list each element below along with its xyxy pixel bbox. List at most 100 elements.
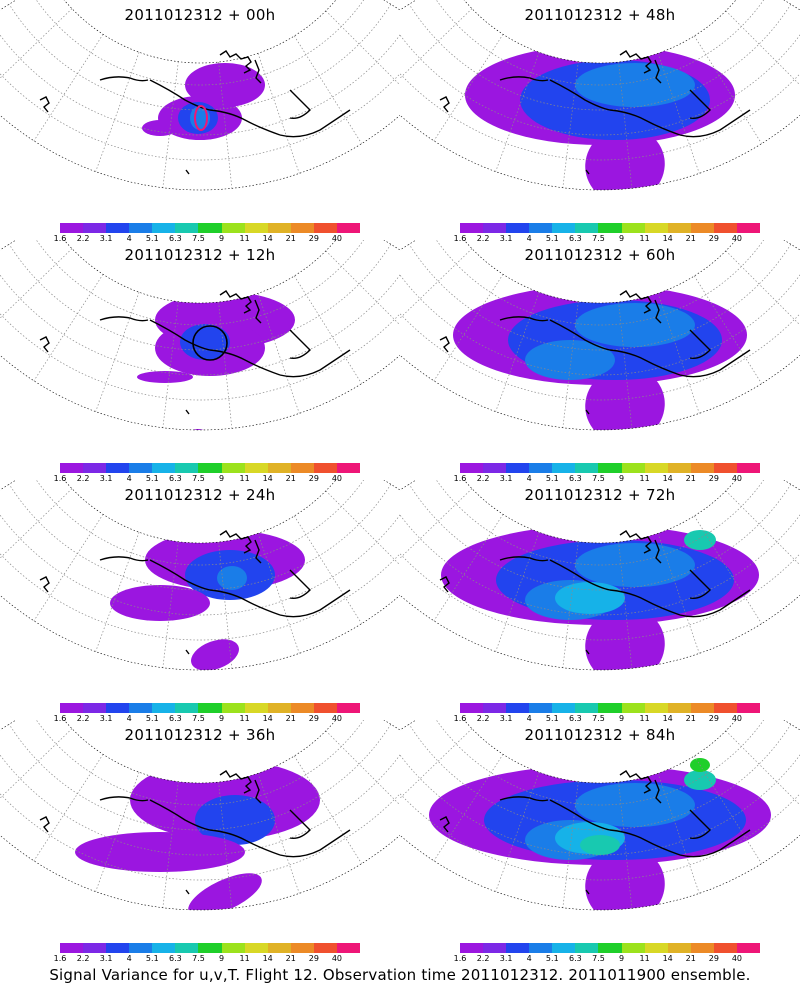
coastline-path: [149, 79, 281, 136]
coastline-path: [585, 409, 590, 415]
colorbar-swatch: [667, 943, 691, 953]
longitude-line: [694, 35, 762, 144]
colorbar-swatch: [152, 943, 176, 953]
coastline-path: [99, 76, 149, 82]
variance-region: [684, 530, 716, 550]
latitude-line: [408, 484, 792, 591]
colorbar-tick-label: 7.5: [592, 954, 605, 963]
coastline-path: [219, 50, 252, 74]
coastline-path: [254, 539, 262, 564]
colorbar-tick-label: 5.1: [145, 234, 159, 243]
colorbar-tick-label: 3.1: [99, 714, 113, 723]
colorbar-tick-label: 11: [239, 234, 250, 243]
variance-field: [142, 63, 265, 140]
forecast-panel: 2011012312 + 84h 1.6 2.2 3.1 4 5.1 6.3 7.5 9 11 14…: [400, 720, 800, 963]
coastline-path: [149, 799, 281, 856]
map-plot: [0, 0, 400, 191]
variance-region: [585, 366, 665, 431]
longitude-line: [0, 248, 73, 319]
longitude-line: [694, 755, 762, 864]
latitude-line: [0, 514, 400, 616]
longitude-line: [562, 541, 579, 668]
colorbar-tick-label: 40: [331, 474, 343, 483]
colorbar-swatch: [175, 943, 199, 953]
coastline-path: [289, 569, 311, 600]
latitude-line: [0, 313, 400, 401]
longitude-line: [400, 488, 473, 559]
longitude-line: [218, 781, 233, 909]
colorbar-tick-label: 14: [262, 474, 273, 483]
longitude-line: [325, 730, 400, 806]
coastline-path: [549, 799, 681, 856]
colorbar-swatch: [575, 703, 599, 713]
colorbar-swatch: [336, 943, 361, 953]
colorbar-swatch: [83, 703, 107, 713]
map-outline: [400, 480, 800, 671]
colorbar: [460, 943, 761, 953]
colorbar-swatch: [529, 943, 553, 953]
longitude-line: [400, 8, 473, 79]
forecast-panel: 2011012312 + 00h 1.6 2.2 3.1 4 5.1 6.3 7.5 9 11 14…: [0, 0, 400, 243]
longitude-line: [618, 781, 633, 909]
colorbar-swatch: [221, 463, 245, 473]
colorbar: [60, 703, 361, 713]
coastline-path: [185, 649, 190, 655]
longitude-line: [433, 274, 504, 381]
colorbar: [60, 943, 361, 953]
colorbar-tick-label: 3.1: [499, 234, 513, 243]
colorbar: [60, 223, 361, 233]
colorbar-tick-label: 7.5: [192, 474, 205, 483]
latitude-line: [0, 34, 400, 136]
longitude-line: [562, 301, 579, 428]
graticule: [400, 240, 800, 429]
longitude-line: [725, 10, 800, 86]
colorbar-tick-label: 14: [262, 954, 273, 963]
map-outline: [400, 240, 800, 431]
colorbar-swatch: [198, 943, 222, 953]
colorbar-tick-label: 6.3: [169, 714, 182, 723]
colorbar-swatch: [290, 943, 314, 953]
colorbar-swatch: [336, 703, 361, 713]
colorbar-swatch: [290, 223, 314, 233]
longitude-line: [694, 515, 762, 624]
colorbar-swatch: [152, 703, 176, 713]
colorbar-swatch: [244, 223, 268, 233]
coastline-path: [254, 779, 262, 804]
colorbar-tick-label: 14: [262, 714, 273, 723]
colorbar-tick-label: 2.2: [76, 234, 90, 243]
longitude-line: [325, 250, 400, 326]
colorbar-tick-label: 4: [126, 474, 132, 483]
colorbar-tick-label: 6.3: [569, 954, 582, 963]
colorbar-tick-label: 40: [731, 474, 743, 483]
colorbar-tick-label: 29: [708, 234, 719, 243]
colorbar-tick-label: 2.2: [476, 954, 490, 963]
coastline-path: [499, 556, 549, 562]
panel-title: 2011012312 + 72h: [524, 486, 676, 504]
longitude-line: [95, 52, 140, 172]
longitude-line: [33, 34, 104, 141]
colorbar-tick-label: 9: [218, 474, 225, 483]
map-outline: [0, 0, 400, 191]
variance-region: [110, 585, 210, 621]
colorbar-tick-label: 11: [639, 234, 650, 243]
variance-region: [684, 770, 716, 790]
colorbar-tick-label: 40: [331, 954, 343, 963]
graticule: [0, 0, 400, 189]
colorbar-swatch: [221, 223, 245, 233]
colorbar-swatch: [483, 223, 507, 233]
forecast-panel: 2011012312 + 36h 1.6 2.2 3.1 4 5.1 6.3 7.5 9 11 14…: [0, 720, 400, 963]
coastline-path: [279, 349, 351, 378]
coastline-path: [289, 809, 311, 840]
coastline-path: [219, 770, 252, 794]
colorbar: [460, 703, 761, 713]
coastline-path: [219, 530, 252, 554]
coastline: [439, 530, 751, 655]
colorbar-swatch: [690, 463, 714, 473]
colorbar-tick-label: 3.1: [99, 954, 113, 963]
graticule: [0, 480, 400, 669]
colorbar-swatch: [290, 463, 314, 473]
colorbar-tick-label: 40: [731, 714, 743, 723]
colorbar-tick-label: 7.5: [192, 234, 205, 243]
coastline-path: [279, 589, 351, 618]
colorbar-swatch: [736, 463, 761, 473]
